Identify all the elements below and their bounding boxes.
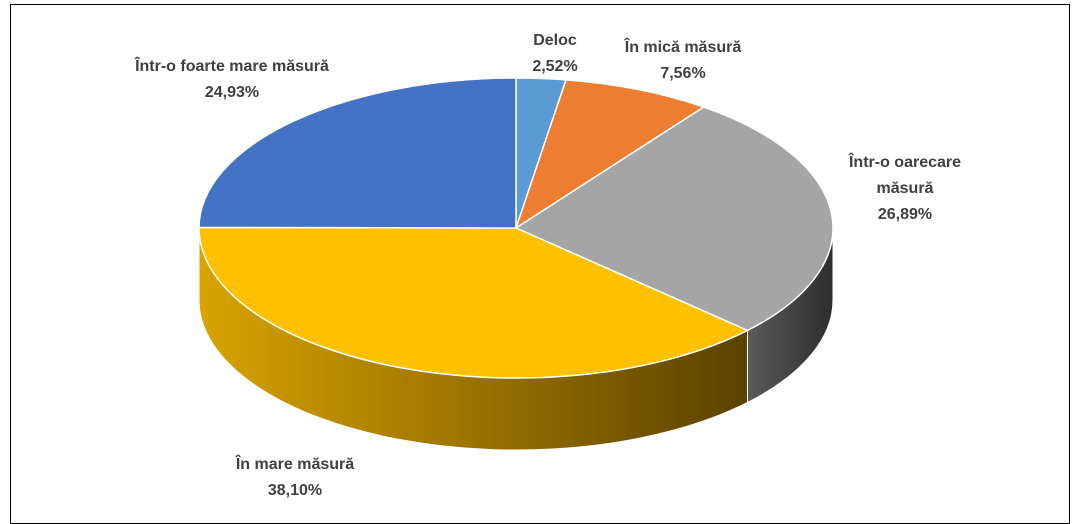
data-label: Deloc 2,52% [515,28,595,80]
value-label: 38,10% [267,482,323,499]
category-label: Într-o oarecare măsură [848,154,962,197]
data-label: În mică măsură 7,56% [598,35,768,87]
pie-plot [198,77,834,451]
category-label: Deloc [533,32,577,49]
category-label: În mică măsură [624,39,742,56]
pie-slice [198,226,750,379]
pie-slice [198,77,517,229]
data-label: Într-o foarte mare măsură 24,93% [132,54,332,106]
pie-slice [514,79,706,230]
pie-slice [514,106,834,332]
chart: Deloc 2,52% În mică măsură 7,56% Într-o oare… [10,4,1070,524]
value-label: 7,56% [660,65,706,82]
data-label: În mare măsură 38,10% [195,452,395,504]
data-label: Într-o oarecare măsură 26,89% [820,150,990,228]
value-label: 26,89% [877,206,933,223]
category-label: În mare măsură [235,456,355,473]
value-label: 24,93% [204,84,260,101]
value-label: 2,52% [532,58,578,75]
category-label: Într-o foarte mare măsură [135,58,329,75]
